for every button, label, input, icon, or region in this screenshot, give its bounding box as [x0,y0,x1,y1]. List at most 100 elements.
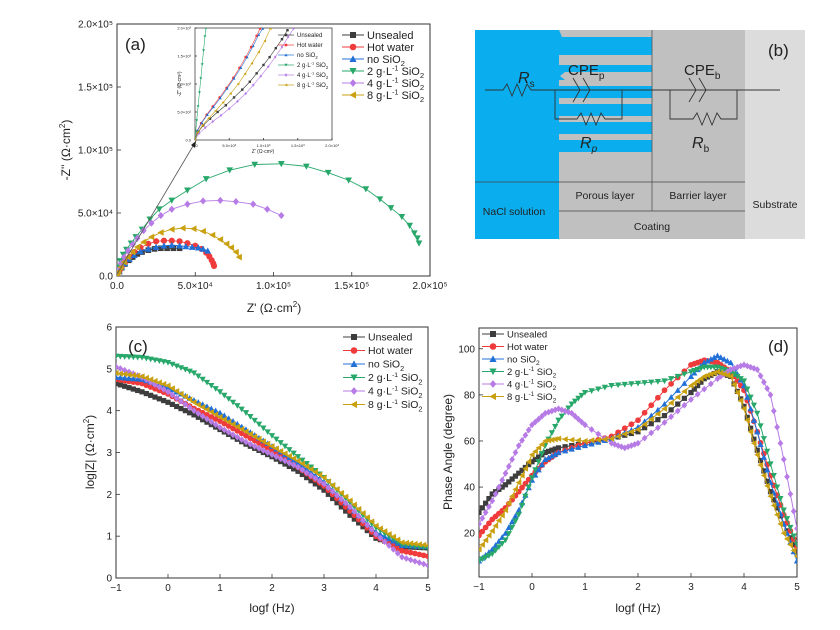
data-point [117,353,124,360]
data-point [248,80,251,83]
data-point [160,237,168,244]
data-point [280,38,284,41]
data-point [214,109,217,113]
data-point [707,356,714,362]
data-point [129,240,136,249]
data-point [245,55,249,59]
legend-item: 2 g·L-1 SiO2 [342,64,424,80]
data-point [299,471,305,478]
data-point [509,476,515,482]
data-point [545,454,552,461]
data-point [161,397,167,404]
data-point [117,365,124,372]
data-point [256,440,262,446]
data-point [761,468,767,474]
data-point [234,428,241,434]
data-point [518,472,525,479]
data-point [496,483,502,491]
legend-label: Hot water [297,43,323,49]
data-point [668,376,675,382]
x-tick-label: 1.0×10³ [257,143,271,148]
data-point [274,46,278,50]
panel-d-ylabel: Phase Angle (degree) [441,394,455,510]
data-point [217,418,223,424]
data-point [415,240,423,247]
data-point [223,240,230,248]
data-point [143,374,149,382]
pores [559,30,652,152]
data-point [299,462,306,469]
data-point [143,376,150,384]
data-point [269,447,275,454]
data-point [225,396,232,402]
data-point [290,455,297,462]
data-point [145,240,152,247]
data-point [532,418,539,426]
data-point [681,388,687,395]
data-point [216,110,219,114]
data-point [492,490,499,498]
data-point [691,368,698,374]
data-point [403,555,410,562]
data-point [168,241,176,248]
data-point [595,439,602,445]
data-point [727,373,734,380]
data-point [628,430,634,437]
y-tick-label: 4 [106,406,112,417]
data-point [394,536,401,543]
data-point [241,88,244,91]
data-point [499,484,505,490]
data-point [134,372,141,379]
data-point [688,396,694,403]
data-point [767,391,774,399]
data-point [545,448,552,454]
y-tick-label: 0 [106,574,112,585]
data-point [173,363,180,370]
legend-marker [489,355,497,362]
data-point [506,479,512,485]
data-point [760,453,767,460]
cpeb-symbol [698,77,707,103]
data-point [558,413,565,420]
series-triangle-down [195,28,208,140]
data-point [777,520,784,528]
data-point [642,425,648,431]
legend-marker [490,331,496,337]
data-point [502,507,509,514]
data-point [648,379,655,386]
data-point [266,65,270,69]
data-point [202,49,206,52]
data-point [628,428,634,435]
data-point [130,251,138,259]
data-point [147,384,154,390]
data-point [278,211,285,220]
data-point [234,433,241,441]
data-point [740,405,747,412]
legend-label: 2 g·L-1 SiO2 [297,61,329,70]
data-point [116,380,119,387]
data-point [121,354,128,360]
data-point [135,387,141,394]
data-point [261,28,265,30]
data-point [134,354,141,361]
data-point [407,549,414,556]
data-point [291,466,297,472]
data-point [148,233,155,241]
legend-marker [351,334,357,340]
data-point [529,421,535,429]
x-tick-label: 5 [794,582,800,593]
data-point [595,436,601,443]
data-point [157,229,164,236]
data-point [347,503,353,511]
data-point [251,44,255,48]
data-point [412,557,418,565]
data-point [655,417,661,423]
data-point [780,530,787,537]
data-point [242,410,250,416]
data-point [321,480,327,488]
data-point [774,423,780,431]
data-point [250,200,257,208]
data-point [608,435,615,442]
data-point [257,33,261,36]
data-point [499,476,506,484]
